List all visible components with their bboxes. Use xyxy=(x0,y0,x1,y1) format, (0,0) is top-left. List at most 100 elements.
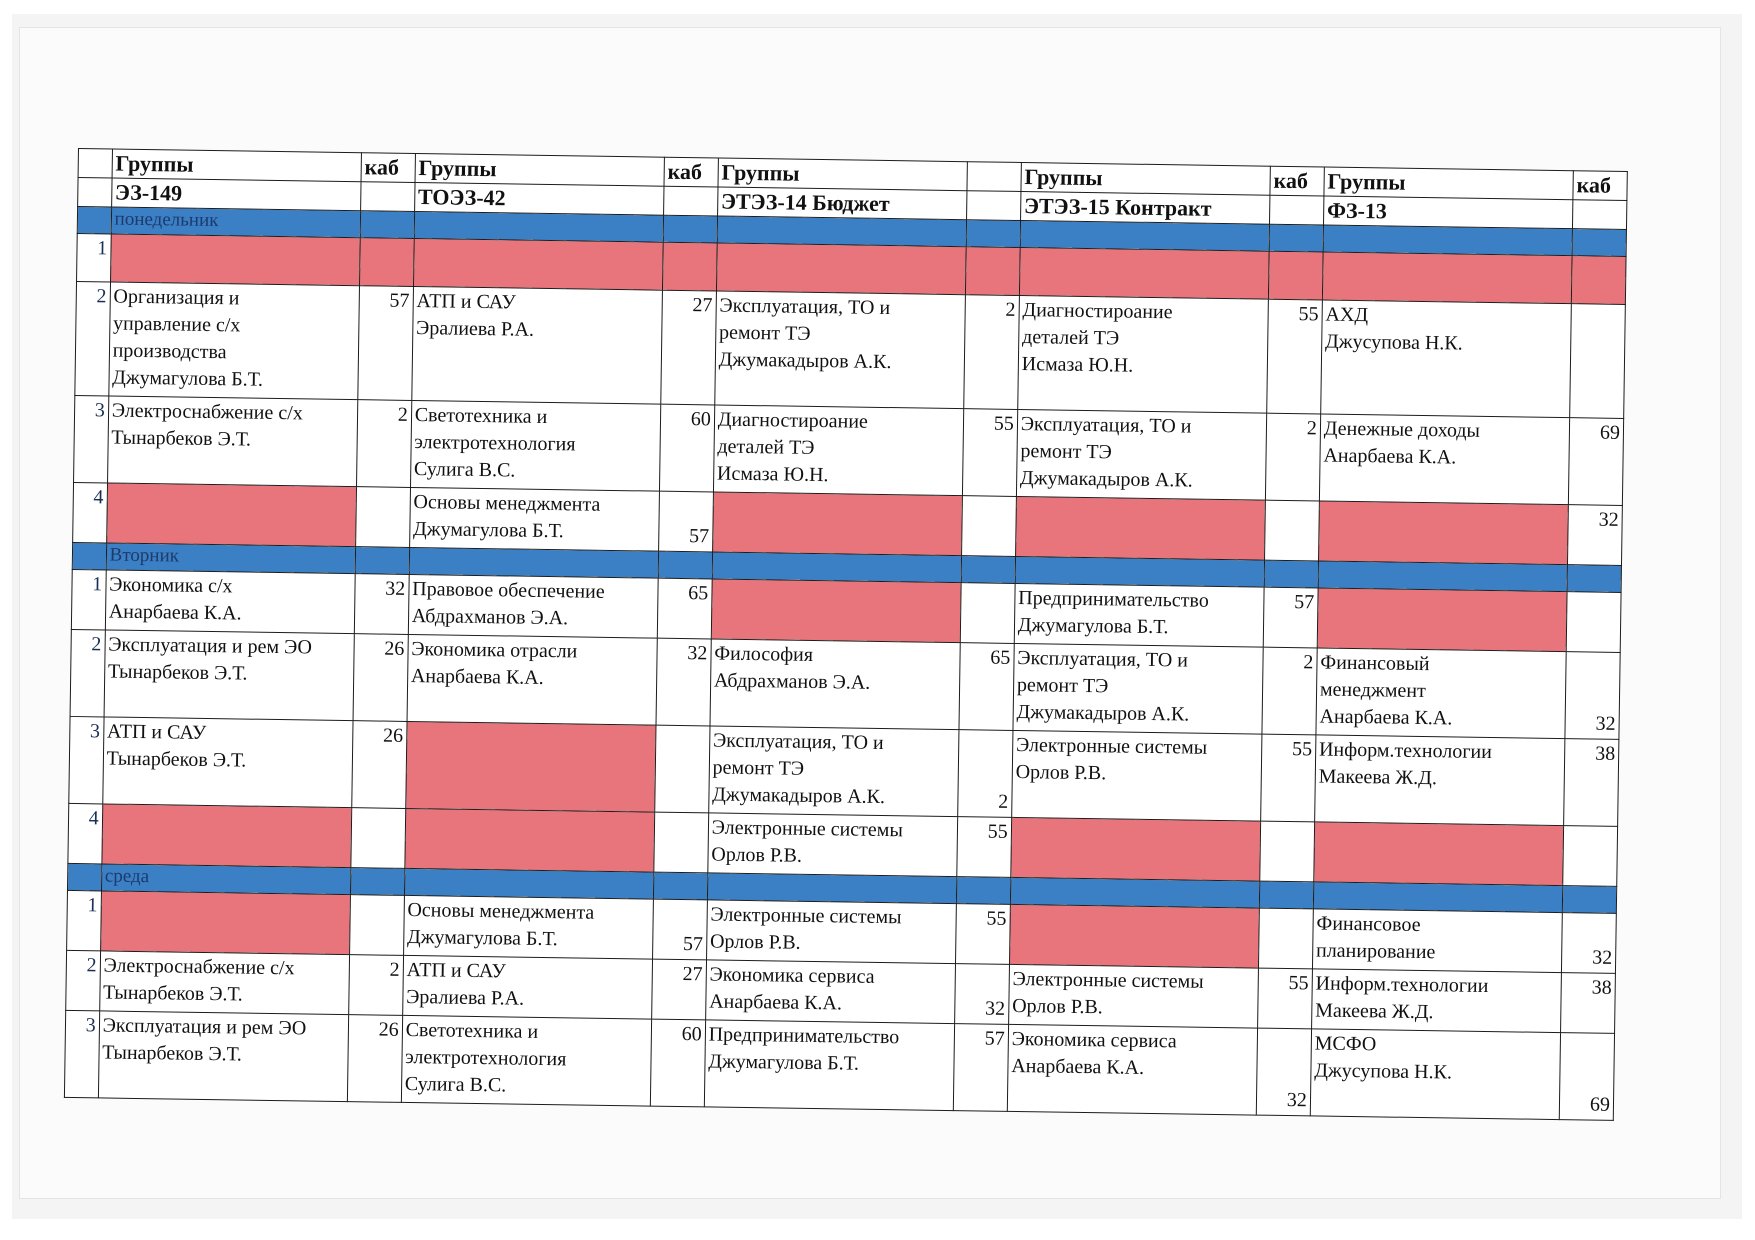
lesson-line: Исмаза Ю.Н. xyxy=(716,462,829,487)
lesson-line: Анарбаева К.А. xyxy=(1323,444,1457,469)
room-cell: 27 xyxy=(651,959,707,1020)
day-number-cell xyxy=(77,206,112,234)
room-header-empty xyxy=(360,181,415,212)
lesson-line: Джусупова Н.К. xyxy=(1314,1059,1453,1084)
room-cell: 55 xyxy=(1257,968,1313,1029)
lesson-line: АТП и САУ xyxy=(406,958,506,983)
lesson-cell: АТП и САУ Тынарбеков Э.Т. xyxy=(102,716,353,808)
room-header-label: каб xyxy=(1572,170,1628,201)
room-cell: 55 xyxy=(956,816,1012,878)
room-cell: 38 xyxy=(1560,972,1616,1034)
lesson-cell xyxy=(716,242,967,295)
room-cell: 32 xyxy=(954,963,1010,1025)
lesson-cell: Предпринимательство Джумагулова Б.Т. xyxy=(704,1019,955,1111)
lesson-cell: Электронные системы Орлов Р.В. xyxy=(1011,730,1262,822)
lesson-number: 2 xyxy=(65,950,101,1011)
group-header-label: Группы xyxy=(717,157,968,191)
room-cell xyxy=(349,894,405,956)
room-cell: 55 xyxy=(1266,299,1323,414)
lesson-cell: Финансовое планирование xyxy=(1312,908,1563,973)
lesson-line: Электронные системы xyxy=(1015,733,1208,759)
room-cell xyxy=(1562,825,1618,887)
lesson-number: 3 xyxy=(64,1010,100,1098)
lesson-cell: Философия Абдрахманов Э.А. xyxy=(709,638,961,730)
lesson-cell xyxy=(712,491,963,556)
lesson-cell: АХД Джусупова Н.К. xyxy=(1320,299,1572,418)
day-band-cell xyxy=(1264,560,1319,588)
lesson-line: Экономика сервиса xyxy=(709,963,875,988)
room-header-empty xyxy=(1572,199,1627,230)
room-cell: 57 xyxy=(658,491,714,552)
lesson-cell: АТП и САУ Эралиева Р.А. xyxy=(411,286,663,405)
lesson-row: 2 Организация и управление с/х производства… xyxy=(74,281,1626,419)
lesson-line: Эралиева Р.А. xyxy=(415,317,535,341)
lesson-line: Джумакадыров А.К. xyxy=(1016,700,1190,726)
room-header-empty xyxy=(1269,195,1324,225)
lesson-line: Исмаза Ю.Н. xyxy=(1021,353,1134,377)
day-band-cell xyxy=(355,546,410,575)
lesson-line: МСФО xyxy=(1314,1032,1377,1056)
lesson-cell xyxy=(404,808,655,873)
day-band-cell xyxy=(413,211,664,243)
lesson-line: Орлов Р.В. xyxy=(1015,760,1107,785)
lesson-line: Денежные доходы xyxy=(1323,417,1481,442)
lesson-cell xyxy=(711,578,962,643)
lesson-line: менеджмент xyxy=(1319,678,1426,703)
lesson-cell xyxy=(1019,247,1270,300)
lesson-line: АТП и САУ xyxy=(106,720,207,744)
day-band-cell xyxy=(707,872,957,904)
lesson-line: Экономика сервиса xyxy=(1011,1027,1177,1053)
lesson-line: Джумагулова Б.Т. xyxy=(406,925,558,951)
lesson-line: Эксплуатация, ТО и xyxy=(712,729,884,755)
lesson-cell: АТП и САУ Эралиева Р.А. xyxy=(402,955,653,1020)
room-cell xyxy=(1569,303,1626,419)
day-band-cell xyxy=(1322,224,1573,256)
lesson-line: Тынарбеков Э.Т. xyxy=(107,660,248,685)
lesson-cell: Электронные системы Орлов Р.В. xyxy=(706,899,957,964)
lesson-number: 4 xyxy=(72,482,108,543)
lesson-line: Абдрахманов Э.А. xyxy=(411,605,569,630)
lesson-cell: Светотехника и электротехнология Сулига В.… xyxy=(401,1015,652,1107)
lesson-line: Анарбаева К.А. xyxy=(108,600,242,625)
day-name: Вторник xyxy=(105,542,356,574)
lesson-line: АТП и САУ xyxy=(416,290,516,314)
room-cell: 26 xyxy=(352,633,409,722)
day-band-cell xyxy=(404,868,654,900)
lesson-line: Тынарбеков Э.Т. xyxy=(102,981,243,1006)
room-cell xyxy=(1258,908,1314,969)
lesson-line: Тынарбеков Э.Т. xyxy=(106,747,247,772)
day-number-cell xyxy=(72,542,107,570)
lesson-cell: Электронные системы Орлов Р.В. xyxy=(1008,964,1259,1029)
room-cell: 2 xyxy=(356,399,412,488)
day-band-cell xyxy=(1567,564,1622,593)
lesson-cell: Электроснабжение с/х Тынарбеков Э.Т. xyxy=(99,950,350,1015)
lesson-line: Орлов Р.В. xyxy=(711,843,803,867)
lesson-line: Джумагулова Б.Т. xyxy=(412,518,564,543)
day-band-cell xyxy=(653,872,708,900)
lesson-line: Анарбаева К.А. xyxy=(1011,1054,1145,1079)
lesson-line: Макеева Ж.Д. xyxy=(1318,765,1438,790)
lesson-line: Тынарбеков Э.Т. xyxy=(111,426,252,451)
lesson-line: Финансовое xyxy=(1316,912,1421,937)
lesson-cell: Экономика сервиса Анарбаева К.А. xyxy=(705,959,956,1024)
lesson-line: ремонт ТЭ xyxy=(1020,440,1112,464)
day-band-cell xyxy=(1010,877,1260,909)
room-cell xyxy=(1571,255,1627,305)
lesson-line: электротехнология xyxy=(405,1045,567,1071)
lesson-cell: Экономика сервиса Анарбаева К.А. xyxy=(1007,1024,1258,1116)
room-header-label xyxy=(966,161,1022,192)
lesson-cell: Эксплуатация и рем ЭО Тынарбеков Э.Т. xyxy=(103,629,355,721)
day-band-cell xyxy=(716,215,967,247)
lesson-line: Орлов Р.В. xyxy=(1012,994,1103,1019)
group-name: ЭТЭЗ-15 Контракт xyxy=(1020,191,1270,225)
room-cell: 32 xyxy=(1561,912,1617,974)
lesson-number: 2 xyxy=(74,281,111,396)
lesson-line: Правовое обеспечение xyxy=(412,578,605,603)
lesson-cell: Информ.технологии Макеева Ж.Д. xyxy=(1311,968,1562,1033)
lesson-line: Тынарбеков Э.Т. xyxy=(102,1041,242,1066)
day-name: понедельник xyxy=(110,207,361,238)
group-header-label: Группы xyxy=(414,153,665,187)
lesson-line: управление с/х xyxy=(112,312,241,337)
day-band-cell xyxy=(658,551,713,579)
lesson-line: Предпринимательство xyxy=(1018,586,1209,612)
